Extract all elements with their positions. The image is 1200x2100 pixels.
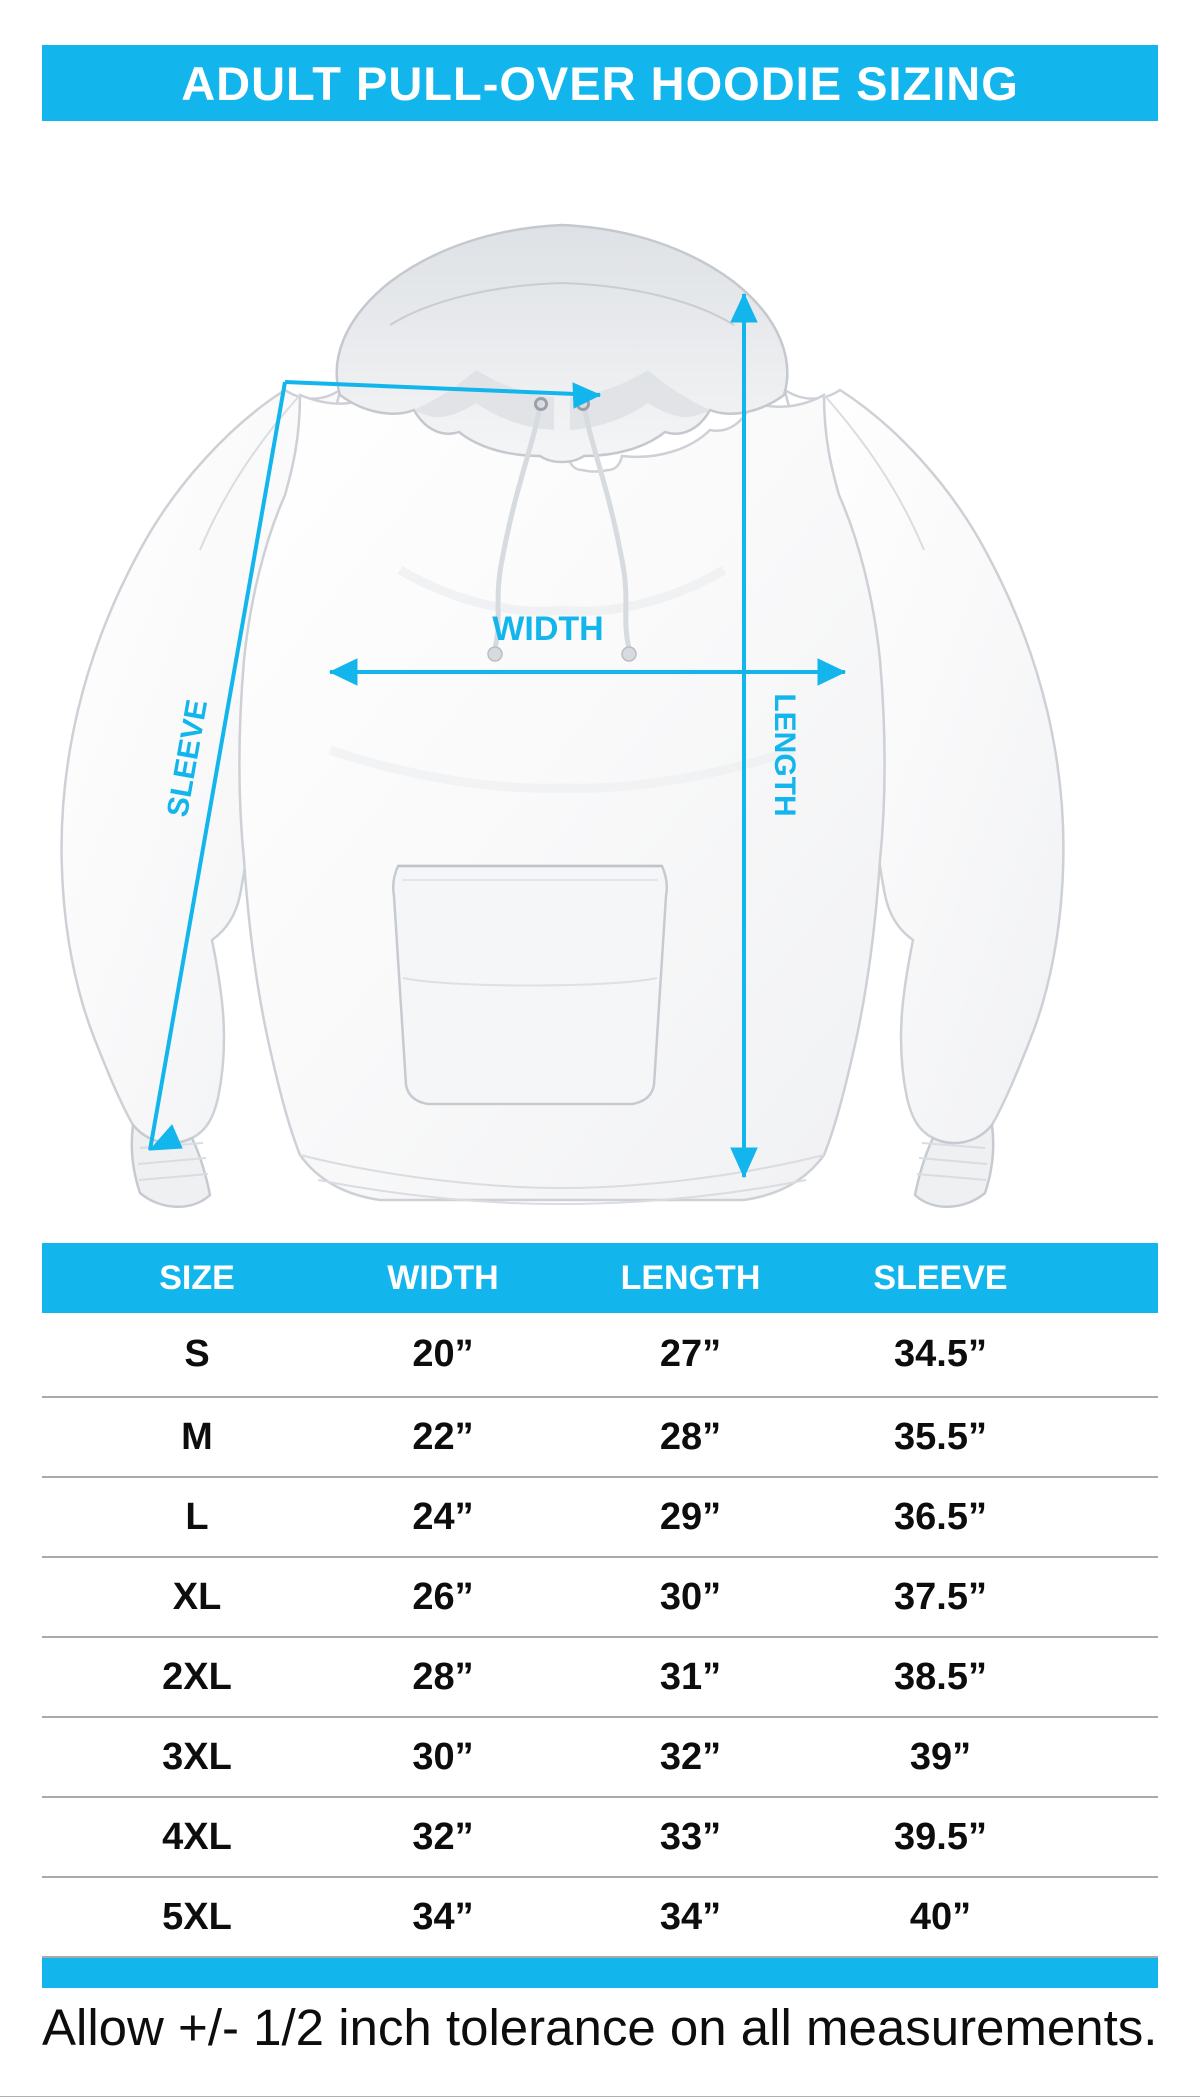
svg-text:LENGTH: LENGTH	[768, 693, 801, 816]
svg-text:WIDTH: WIDTH	[492, 610, 603, 648]
